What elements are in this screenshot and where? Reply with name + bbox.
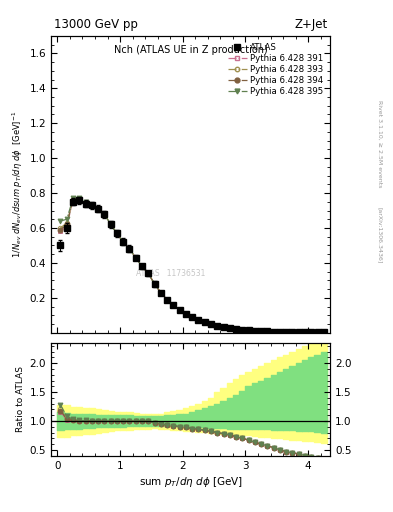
- Text: Nch (ATLAS UE in Z production): Nch (ATLAS UE in Z production): [114, 45, 268, 55]
- X-axis label: sum $p_T/d\eta$ $d\phi$ [GeV]: sum $p_T/d\eta$ $d\phi$ [GeV]: [138, 475, 243, 489]
- Legend: ATLAS, Pythia 6.428 391, Pythia 6.428 393, Pythia 6.428 394, Pythia 6.428 395: ATLAS, Pythia 6.428 391, Pythia 6.428 39…: [225, 40, 326, 99]
- Y-axis label: $1/N_{ev}$ $dN_{ev}/dsum$ $p_T/d\eta$ $d\phi$  [GeV]$^{-1}$: $1/N_{ev}$ $dN_{ev}/dsum$ $p_T/d\eta$ $d…: [11, 111, 26, 258]
- Text: 13000 GeV pp: 13000 GeV pp: [54, 18, 138, 31]
- Text: Z+Jet: Z+Jet: [294, 18, 327, 31]
- Text: ATLAS   11736531: ATLAS 11736531: [136, 269, 206, 278]
- Text: Rivet 3.1.10, ≥ 2.5M events: Rivet 3.1.10, ≥ 2.5M events: [377, 100, 382, 187]
- Text: [arXiv:1306.3436]: [arXiv:1306.3436]: [377, 207, 382, 264]
- Y-axis label: Ratio to ATLAS: Ratio to ATLAS: [17, 367, 26, 432]
